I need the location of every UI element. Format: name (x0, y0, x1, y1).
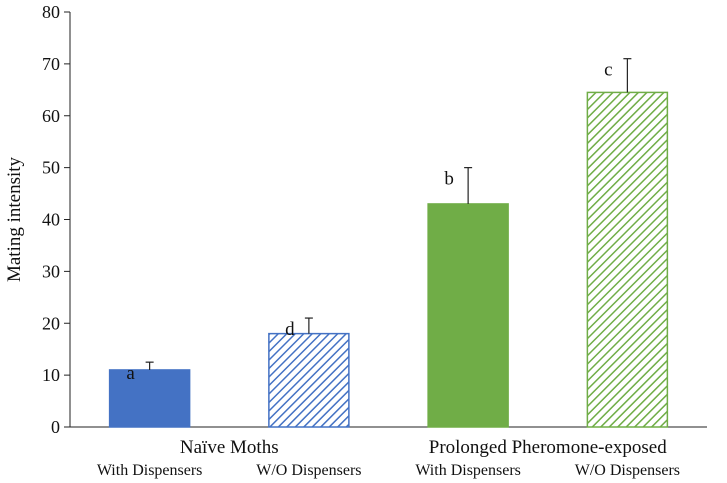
significance-letter: b (444, 169, 454, 190)
bar (108, 369, 191, 428)
y-tick-label: 30 (42, 261, 60, 281)
x-group-label: Prolonged Pheromone-exposed (429, 437, 667, 458)
x-category-label: With Dispensers (415, 462, 521, 479)
significance-letter: c (604, 60, 612, 81)
x-group-label: Naïve Moths (180, 437, 279, 458)
bar (586, 91, 669, 428)
x-category-label: W/O Dispensers (256, 462, 361, 479)
y-tick-label: 10 (42, 365, 60, 385)
x-category-label: With Dispensers (97, 462, 203, 479)
y-axis: 0 10 20 30 40 50 60 70 80 (42, 2, 71, 437)
y-axis-title: Mating intensity (4, 156, 25, 282)
significance-letter: d (285, 319, 295, 340)
y-tick-label: 50 (42, 158, 60, 178)
y-tick-label: 0 (51, 417, 60, 437)
significance-letter: a (126, 363, 135, 384)
y-tick-label: 20 (42, 313, 60, 333)
y-tick-label: 70 (42, 54, 60, 74)
y-tick-label: 80 (42, 2, 60, 22)
x-category-label: W/O Dispensers (575, 462, 680, 479)
bar (427, 203, 509, 428)
bars: a d b c (108, 58, 669, 428)
y-tick-label: 40 (42, 210, 60, 230)
bar (268, 332, 350, 428)
category-labels: With Dispensers W/O Dispensers With Dispen… (97, 437, 680, 479)
y-tick-label: 60 (42, 106, 60, 126)
